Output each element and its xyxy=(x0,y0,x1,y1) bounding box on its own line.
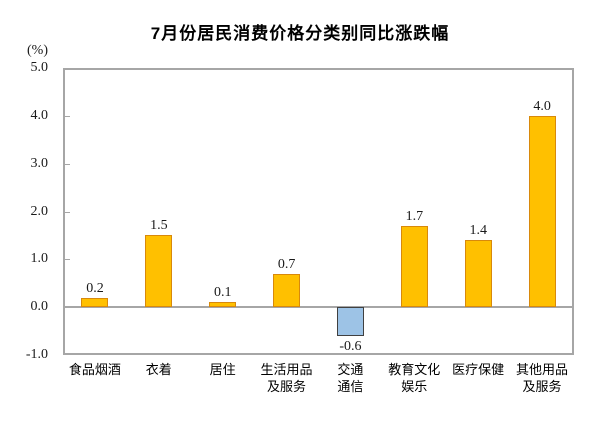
bar xyxy=(145,235,173,308)
y-tick-mark xyxy=(65,259,70,261)
x-category-label: 居住 xyxy=(209,362,236,377)
bar xyxy=(209,302,237,308)
bar-value-label: 0.2 xyxy=(86,280,104,296)
chart-title: 7月份居民消费价格分类别同比涨跌幅 xyxy=(150,24,450,43)
y-tick-label: 2.0 xyxy=(30,203,49,219)
x-category-label: 医疗保健 xyxy=(452,362,505,377)
y-tick-label: 0.0 xyxy=(30,299,49,315)
bar xyxy=(81,297,109,308)
bar-value-label: 0.1 xyxy=(213,285,232,301)
y-tick-label: 4.0 xyxy=(30,107,49,123)
x-category-label: 生活用品 及服务 xyxy=(260,362,313,394)
y-tick-label: 1.0 xyxy=(30,251,49,267)
bar-value-label: -0.6 xyxy=(339,338,362,354)
y-axis-unit-label: (%) xyxy=(27,43,48,58)
x-category-label: 交通 通信 xyxy=(337,362,364,394)
bar-value-label: 1.7 xyxy=(405,208,424,224)
bar xyxy=(528,115,556,308)
y-tick-mark xyxy=(65,115,70,117)
bar-value-label: 4.0 xyxy=(533,98,551,114)
x-category-label: 其他用品 及服务 xyxy=(516,362,569,394)
y-tick-mark xyxy=(65,211,70,213)
bar-value-label: 1.5 xyxy=(150,218,168,234)
y-tick-label: 3.0 xyxy=(30,155,49,171)
zero-line xyxy=(65,306,572,309)
bar xyxy=(464,240,492,308)
x-category-label: 食品烟酒 xyxy=(68,362,121,377)
x-category-label: 教育文化 娱乐 xyxy=(388,362,441,394)
bar-value-label: 1.4 xyxy=(469,223,487,239)
bar xyxy=(273,273,301,308)
x-category-label: 衣着 xyxy=(145,362,172,377)
bar xyxy=(336,307,364,336)
bar xyxy=(400,225,428,308)
y-tick-mark xyxy=(65,163,70,165)
y-tick-label: 5.0 xyxy=(30,60,49,75)
bar-value-label: 0.7 xyxy=(277,256,296,272)
y-tick-label: -1.0 xyxy=(25,347,48,362)
plot-area xyxy=(63,68,574,355)
